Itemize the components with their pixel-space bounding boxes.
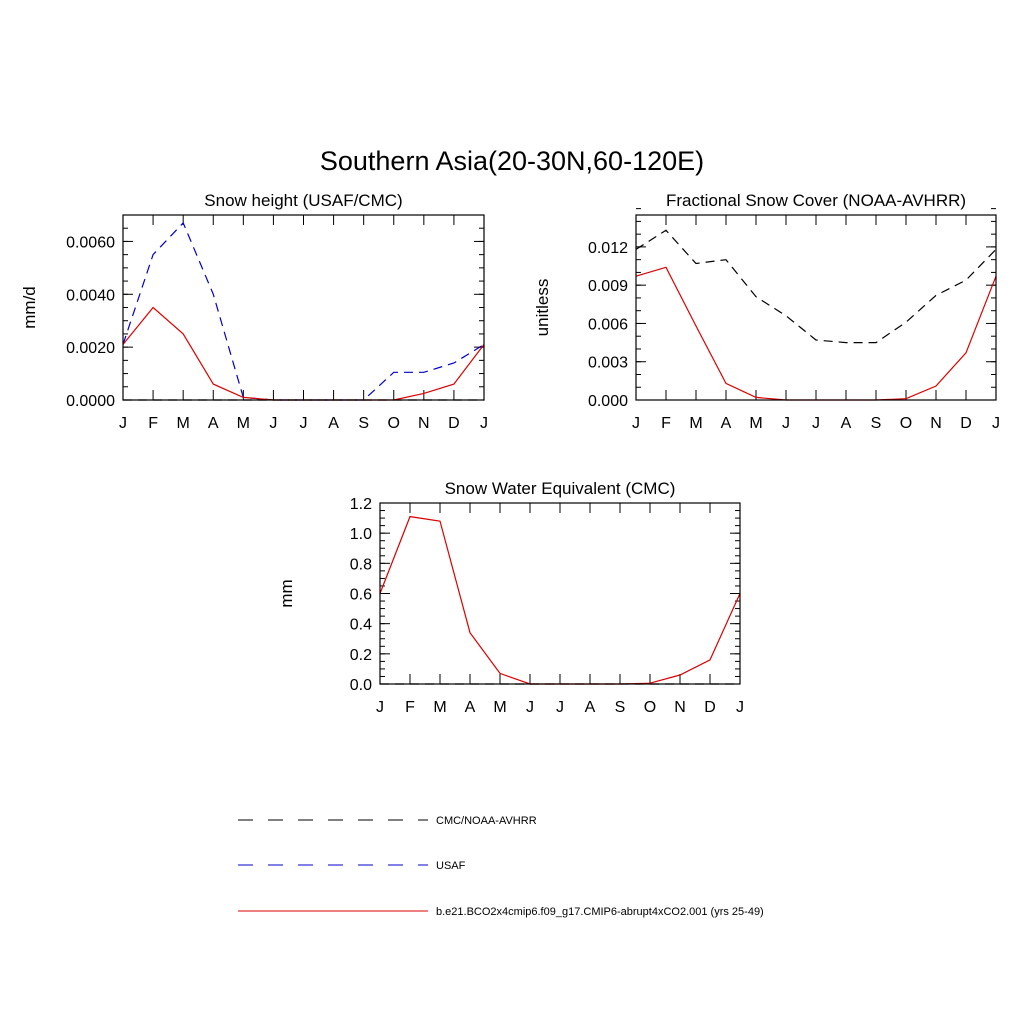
x-tick-label: J bbox=[119, 415, 127, 432]
panel-title: Snow Water Equivalent (CMC) bbox=[445, 479, 676, 498]
x-tick-label: M bbox=[433, 699, 446, 716]
x-tick-label: A bbox=[465, 699, 476, 716]
x-tick-label: F bbox=[661, 415, 671, 432]
x-tick-label: M bbox=[749, 415, 762, 432]
figure-title: Southern Asia(20-30N,60-120E) bbox=[320, 146, 704, 176]
x-tick-label: M bbox=[493, 699, 506, 716]
y-tick-label: 0.0040 bbox=[66, 287, 115, 304]
x-tick-label: D bbox=[704, 699, 716, 716]
y-tick-label: 0.006 bbox=[588, 316, 628, 333]
x-tick-label: J bbox=[480, 415, 488, 432]
panel-snow-water-equivalent: Snow Water Equivalent (CMC)mmJ F M A M J J A S O N… bbox=[277, 479, 744, 716]
y-tick-label: 0.8 bbox=[350, 556, 372, 573]
x-tick-label: J bbox=[269, 415, 277, 432]
plot-frame bbox=[635, 214, 997, 401]
x-tick-label: S bbox=[358, 415, 369, 432]
y-tick-label: 0.009 bbox=[588, 278, 628, 295]
x-tick-label: J bbox=[300, 415, 308, 432]
x-tick-label: J bbox=[376, 699, 384, 716]
x-tick-label: M bbox=[177, 415, 190, 432]
x-tick-label: A bbox=[841, 415, 852, 432]
y-axis-label: unitless bbox=[533, 279, 552, 337]
x-tick-label: D bbox=[960, 415, 972, 432]
series-line-2 bbox=[122, 306, 485, 401]
y-tick-label: 0.000 bbox=[588, 393, 628, 410]
x-tick-label: J bbox=[736, 699, 744, 716]
x-tick-label: M bbox=[237, 415, 250, 432]
x-tick-label: A bbox=[721, 415, 732, 432]
x-tick-label: F bbox=[405, 699, 415, 716]
y-tick-label: 0.003 bbox=[588, 355, 628, 372]
x-tick-label: A bbox=[208, 415, 219, 432]
series-line-1 bbox=[122, 221, 485, 401]
x-tick-label: D bbox=[448, 415, 460, 432]
x-tick-label: A bbox=[585, 699, 596, 716]
series-line-0 bbox=[635, 229, 997, 344]
y-tick-label: 1.2 bbox=[350, 496, 372, 513]
y-tick-label: 0.0000 bbox=[66, 393, 115, 410]
panel-snow-height: Snow height (USAF/CMC)mm/dJ F M A M J J A S O N D J0… bbox=[20, 191, 488, 432]
panel-title: Fractional Snow Cover (NOAA-AVHRR) bbox=[666, 191, 966, 210]
series-line-1 bbox=[379, 515, 741, 685]
x-tick-label: O bbox=[900, 415, 912, 432]
plot-frame bbox=[122, 214, 485, 401]
x-tick-label: J bbox=[632, 415, 640, 432]
x-tick-label: F bbox=[148, 415, 158, 432]
legend-label-0: CMC/NOAA-AVHRR bbox=[436, 815, 537, 827]
panel-fractional-snow-cover: Fractional Snow Cover (NOAA-AVHRR) unitle… bbox=[533, 191, 1000, 432]
x-tick-label: J bbox=[526, 699, 534, 716]
x-tick-label: M bbox=[689, 415, 702, 432]
x-tick-label: O bbox=[644, 699, 656, 716]
y-axis-label: mm/d bbox=[20, 286, 39, 329]
y-tick-label: 0.6 bbox=[350, 587, 372, 604]
x-tick-label: J bbox=[812, 415, 820, 432]
x-tick-label: N bbox=[930, 415, 942, 432]
x-tick-label: J bbox=[556, 699, 564, 716]
x-tick-label: O bbox=[388, 415, 400, 432]
y-tick-label: 0.012 bbox=[588, 240, 628, 257]
y-axis-label: mm bbox=[277, 579, 296, 607]
plot-frame bbox=[379, 502, 741, 685]
y-tick-label: 0.4 bbox=[350, 617, 372, 634]
y-tick-label: 0.0060 bbox=[66, 234, 115, 251]
y-tick-label: 0.0 bbox=[350, 677, 372, 694]
panel-title: Snow height (USAF/CMC) bbox=[204, 191, 402, 210]
x-tick-label: N bbox=[418, 415, 430, 432]
series-line-1 bbox=[635, 266, 997, 401]
y-tick-label: 1.0 bbox=[350, 526, 372, 543]
x-tick-label: A bbox=[328, 415, 339, 432]
y-tick-label: 0.2 bbox=[350, 647, 372, 664]
x-tick-label: S bbox=[871, 415, 882, 432]
x-tick-label: N bbox=[674, 699, 686, 716]
x-tick-label: J bbox=[782, 415, 790, 432]
x-tick-label: J bbox=[992, 415, 1000, 432]
legend-label-1: USAF bbox=[436, 860, 466, 872]
x-tick-label: S bbox=[615, 699, 626, 716]
legend: CMC/NOAA-AVHRR USAF b.e21.BCO2x4cmip6.f09_… bbox=[238, 815, 764, 918]
legend-label-2: b.e21.BCO2x4cmip6.f09_g17.CMIP6-abrupt4x… bbox=[436, 906, 764, 918]
y-tick-label: 0.0020 bbox=[66, 340, 115, 357]
